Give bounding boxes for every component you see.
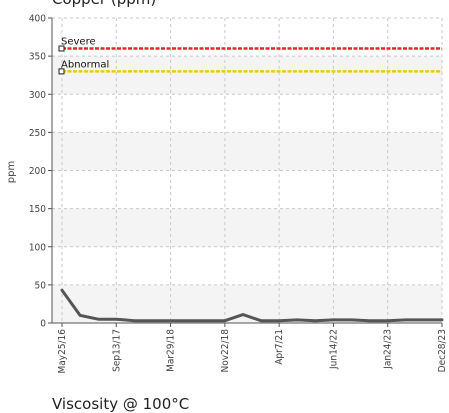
- limit-label: Severe: [61, 37, 96, 48]
- limit-marker: [58, 45, 65, 52]
- y-tick-label: 150: [29, 204, 46, 215]
- next-chart-title: Viscosity @ 100°C: [52, 395, 190, 413]
- x-tick-label: Jan24/23: [383, 329, 394, 370]
- x-tick-label: Jun14/22: [328, 329, 339, 370]
- series-line: [60, 288, 444, 323]
- chart-title: Copper (ppm): [52, 0, 156, 8]
- x-tick-label: Sep13/17: [111, 329, 122, 372]
- grid-band: [52, 208, 442, 247]
- y-axis-label: ppm: [6, 161, 17, 183]
- limit-label: Abnormal: [61, 59, 109, 70]
- y-tick-label: 300: [29, 90, 46, 101]
- y-tick-label: 350: [29, 52, 46, 63]
- x-tick-label: May25/16: [57, 329, 68, 374]
- y-tick-label: 200: [29, 166, 46, 177]
- x-tick-label: Mar29/18: [166, 329, 177, 372]
- x-tick-label: Dec28/23: [437, 329, 448, 372]
- y-tick-label: 100: [29, 242, 46, 253]
- y-tick-label: 0: [40, 319, 46, 330]
- grid-band: [52, 56, 442, 95]
- grid-band: [52, 132, 442, 171]
- limit-marker: [58, 68, 65, 75]
- y-tick-label: 250: [29, 128, 46, 139]
- x-tick-label: Apr7/21: [274, 329, 285, 365]
- y-tick-label: 50: [35, 280, 47, 291]
- y-tick-label: 400: [29, 14, 46, 25]
- x-tick-label: Nov22/18: [220, 329, 231, 373]
